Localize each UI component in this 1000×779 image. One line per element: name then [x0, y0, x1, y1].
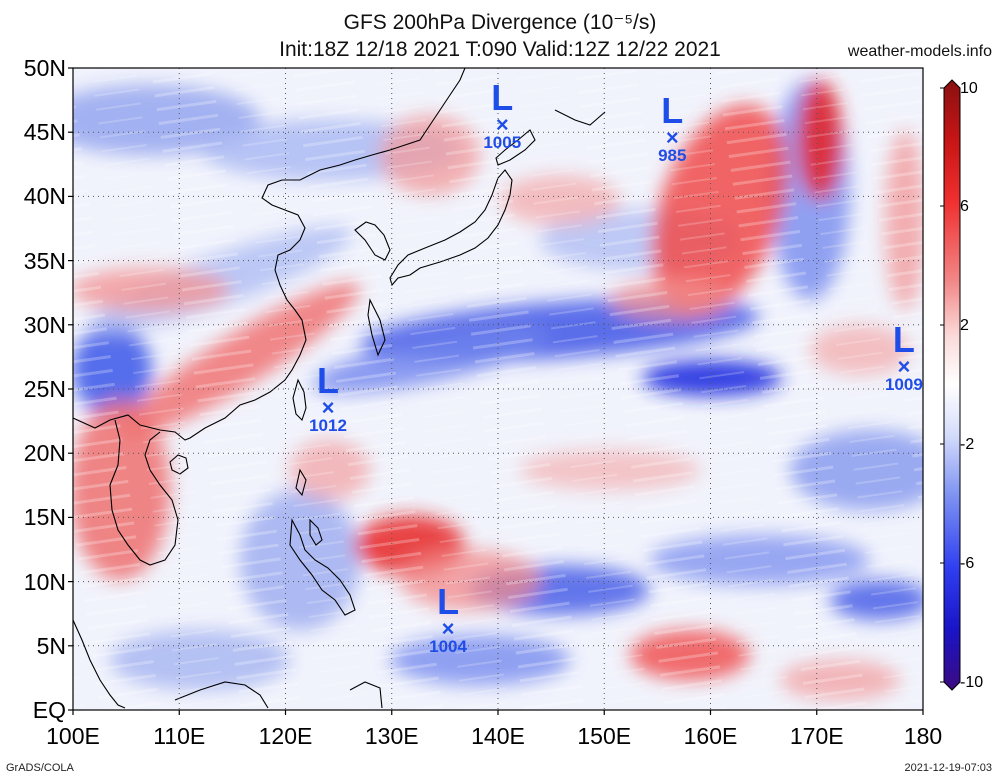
coastlines: [73, 68, 606, 709]
lat-lon-grid: [73, 68, 923, 710]
latitude-label: 15N: [23, 504, 66, 531]
colorbar-label: -6: [960, 555, 975, 572]
axis-ticks: [68, 67, 924, 715]
low-pressure-value: 1009: [884, 374, 923, 394]
low-pressure-value: 1004: [429, 636, 467, 656]
low-pressure-marker: L × 985: [637, 93, 707, 165]
longitude-label: 100E: [46, 723, 100, 749]
colorbar-label: 6: [960, 198, 969, 215]
latitude-label: 50N: [23, 55, 66, 81]
low-pressure-value: 985: [658, 146, 687, 166]
low-letter: L: [661, 90, 684, 132]
low-center-icon: ×: [665, 125, 679, 151]
low-pressure-marker: L × 1009: [869, 318, 939, 394]
latitude-label: 30N: [23, 311, 66, 338]
longitude-label: 160E: [683, 723, 738, 749]
latitude-label: 25N: [23, 376, 66, 402]
low-pressure-marker: L × 1004: [413, 580, 483, 656]
longitude-label: 150E: [577, 723, 632, 749]
longitude-label: 180: [903, 723, 943, 749]
map-title: GFS 200hPa Divergence (10⁻⁵/s): [343, 11, 657, 34]
low-letter: L: [317, 359, 339, 401]
latitude-label: 45N: [23, 119, 66, 146]
latitude-label: 10N: [23, 568, 66, 595]
low-letter: L: [491, 77, 514, 119]
longitude-label: 110E: [153, 723, 206, 749]
source-label: weather-models.info: [847, 43, 992, 60]
longitude-label: 140E: [471, 723, 525, 749]
software-credit: GrADS/COLA: [6, 762, 74, 774]
latitude-label: 40N: [23, 183, 66, 210]
latitude-label: 20N: [23, 440, 66, 467]
low-center-icon: ×: [321, 394, 335, 420]
generated-timestamp: 2021-12-19-07:03: [904, 762, 992, 774]
colorbar-label: -2: [960, 436, 975, 453]
colorbar: [940, 79, 961, 691]
low-pressure-value: 1005: [483, 133, 522, 153]
latitude-label: 5N: [36, 632, 66, 659]
low-center-icon: ×: [897, 353, 911, 379]
longitude-label: 130E: [364, 723, 419, 749]
low-pressure-marker: L × 1005: [467, 80, 537, 152]
longitude-label: 120E: [258, 723, 313, 749]
low-pressure-value: 1012: [309, 415, 347, 435]
latitude-label: 35N: [23, 247, 66, 274]
low-letter: L: [437, 580, 460, 622]
colorbar-label: 2: [960, 317, 969, 334]
low-center-icon: ×: [441, 615, 455, 641]
colorbar-label: -10: [960, 674, 984, 691]
map-subtitle: Init:18Z 12/18 2021 T:090 Valid:12Z 12/2…: [279, 38, 721, 61]
low-center-icon: ×: [495, 112, 509, 138]
latitude-label: EQ: [32, 697, 66, 723]
low-letter: L: [892, 318, 915, 360]
longitude-label: 170E: [789, 723, 844, 749]
colorbar-label: 10: [960, 80, 978, 97]
low-pressure-marker: L × 1012: [293, 359, 363, 435]
